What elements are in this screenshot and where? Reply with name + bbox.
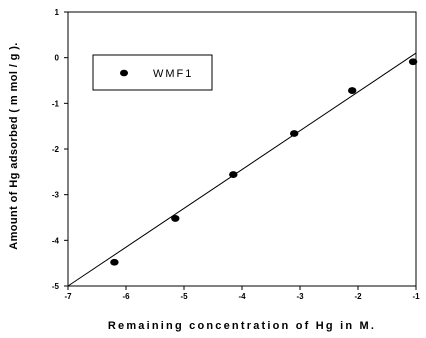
y-tick-label: -2 [52,145,60,154]
data-point [110,258,119,266]
y-tick-label: -4 [52,236,60,245]
legend-marker [120,69,128,77]
x-tick-label: -5 [180,292,188,301]
plot-frame [67,11,417,287]
y-tick-label: -1 [52,99,60,108]
x-tick-label: -3 [296,292,304,301]
y-tick-label: 0 [55,54,60,63]
y-axis-title: Amount of Hg adsorbed ( m mol / g ). [8,42,20,250]
x-tick-label: -1 [412,292,420,301]
data-point [408,58,418,66]
data-point [348,87,357,94]
legend-label-wmf1: WMF1 [153,68,193,80]
fit-line [67,52,417,287]
data-point [171,215,180,222]
plot-layer: -7 -6 -5 -4 -3 -2 -1 -5 -4 -3 -2 -1 0 1 [52,8,420,301]
data-point [229,171,238,178]
x-tick-label: -7 [64,292,72,301]
y-tick-label: 1 [55,8,60,17]
y-tick-label: -5 [52,282,60,291]
x-tick-label: -6 [122,292,130,301]
x-axis-title: Remaining concentration of Hg in M. [108,320,376,332]
x-tick-label: -4 [238,292,246,301]
data-point [290,130,299,137]
legend-box [92,54,213,91]
x-tick-label: -2 [354,292,362,301]
legend: WMF1 [92,54,213,91]
y-tick-label: -3 [52,191,60,200]
